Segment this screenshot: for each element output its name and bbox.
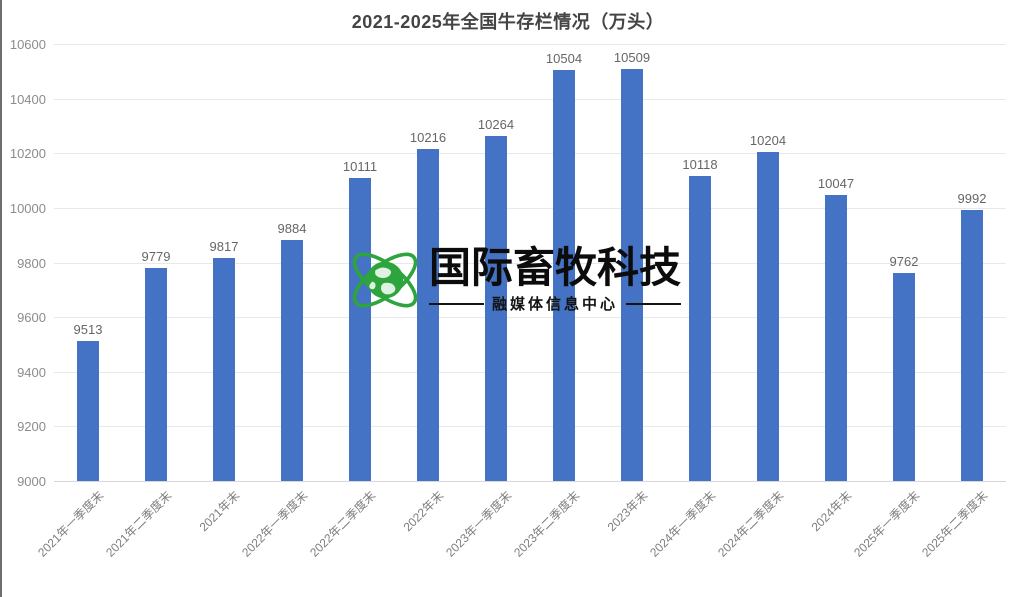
bar: [553, 70, 575, 481]
y-tick-label: 9600: [17, 310, 46, 326]
bar: [281, 239, 303, 481]
plot-area: [54, 44, 1006, 482]
bar-value-label: 10047: [817, 176, 855, 192]
bar: [893, 272, 915, 481]
bar-value-label: 10111: [342, 158, 378, 174]
watermark-right-rule: [626, 302, 682, 305]
y-tick-label: 10000: [9, 200, 46, 216]
watermark-brand-text: 国际畜牧科技: [429, 243, 682, 291]
watermark-subtitle-row: 融媒体信息中心: [429, 293, 682, 314]
bar: [145, 268, 167, 481]
bar-value-label: 10509: [613, 49, 651, 65]
bar-value-label: 9992: [957, 191, 987, 207]
gridline: [54, 44, 1006, 45]
y-tick-label: 9800: [17, 255, 46, 271]
gridline: [54, 481, 1006, 482]
gridline: [54, 153, 1006, 155]
bar-value-label: 9779: [141, 249, 171, 265]
bar-value-label: 10118: [682, 156, 718, 172]
y-tick-label: 10200: [9, 146, 46, 162]
y-tick-label: 9200: [17, 419, 46, 435]
bar: [621, 68, 643, 481]
bar-value-label: 10504: [545, 51, 583, 67]
gridline: [54, 207, 1006, 209]
y-tick-label: 10400: [9, 91, 46, 107]
chart-title: 2021-2025年全国牛存栏情况（万头）: [351, 12, 665, 32]
bar-value-label: 9817: [209, 238, 239, 254]
bar-value-label: 9513: [73, 321, 103, 337]
gridline: [54, 426, 1006, 428]
bar: [961, 210, 983, 481]
watermark: 国际畜牧科技 融媒体信息中心: [345, 240, 682, 320]
gridline: [54, 262, 1006, 264]
bar-value-label: 9762: [889, 253, 919, 269]
y-tick-label: 10600: [9, 37, 46, 52]
bar: [417, 148, 439, 481]
y-tick-label: 9400: [17, 364, 46, 380]
bar-value-label: 10216: [409, 129, 447, 145]
bar: [77, 340, 99, 481]
watermark-left-rule: [429, 302, 484, 305]
gridline: [54, 371, 1006, 373]
bar: [825, 195, 847, 481]
gridline: [54, 317, 1006, 319]
bar-value-label: 10264: [477, 116, 515, 132]
bar: [213, 257, 235, 481]
bar: [689, 175, 711, 481]
bar-value-label: 10204: [749, 133, 787, 149]
left-edge-line: [0, 0, 2, 597]
bar-value-label: 9884: [277, 220, 307, 236]
globe-orbit-icon: [352, 252, 418, 308]
bar: [757, 152, 779, 481]
bar: [485, 135, 507, 481]
y-tick-label: 9000: [17, 474, 46, 489]
gridline: [54, 98, 1006, 100]
bar: [349, 177, 371, 481]
watermark-subtitle-text: 融媒体信息中心: [492, 296, 619, 314]
